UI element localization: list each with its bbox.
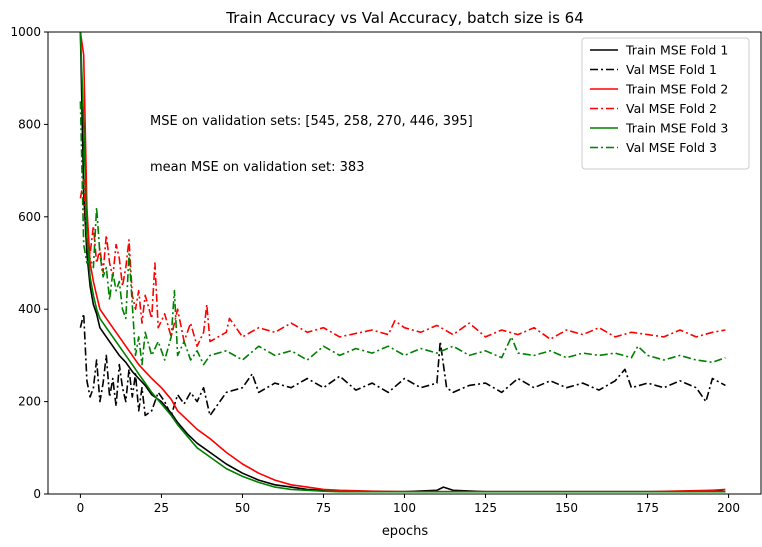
series-layer [79, 32, 726, 493]
legend-entry: Train MSE Fold 2 [625, 82, 728, 97]
x-axis: 0 25 50 75 100 125 150 175 200 [77, 494, 740, 515]
x-tick-label: 0 [77, 501, 85, 515]
series-line-2 [79, 312, 726, 417]
x-tick-label: 150 [555, 501, 578, 515]
series-line-5 [79, 32, 726, 493]
y-tick-label: 400 [18, 302, 41, 316]
series-line-6 [79, 101, 726, 366]
x-tick-label: 175 [636, 501, 659, 515]
x-tick-label: 50 [235, 501, 250, 515]
legend-entry: Val MSE Fold 3 [626, 140, 717, 155]
legend-box [581, 37, 750, 170]
x-axis-label: epochs [382, 524, 429, 539]
legend-entry: Val MSE Fold 2 [626, 101, 717, 116]
y-tick-label: 1000 [10, 25, 41, 39]
x-tick-label: 100 [393, 501, 416, 515]
y-tick-label: 200 [18, 395, 41, 409]
legend: Train MSE Fold 1 Val MSE Fold 1 Train MSE … [581, 37, 750, 170]
x-tick-label: 75 [316, 501, 331, 515]
y-tick-label: 0 [33, 487, 41, 501]
x-tick-label: 125 [474, 501, 497, 515]
x-tick-label: 200 [717, 501, 740, 515]
series-line-4 [79, 179, 726, 348]
annotation-mse-list: MSE on validation sets: [545, 258, 270, … [150, 114, 473, 129]
x-tick-label: 25 [154, 501, 169, 515]
legend-entry: Train MSE Fold 1 [625, 43, 728, 58]
chart-title: Train Accuracy vs Val Accuracy, batch si… [225, 9, 584, 27]
legend-entry: Val MSE Fold 1 [626, 62, 717, 77]
y-axis: 0 200 400 600 800 1000 [10, 25, 48, 501]
series-line-1 [79, 32, 726, 493]
y-tick-label: 600 [18, 210, 41, 224]
annotation-mean-mse: mean MSE on validation set: 383 [150, 160, 364, 175]
y-tick-label: 800 [18, 117, 41, 131]
legend-entry: Train MSE Fold 3 [625, 121, 728, 136]
